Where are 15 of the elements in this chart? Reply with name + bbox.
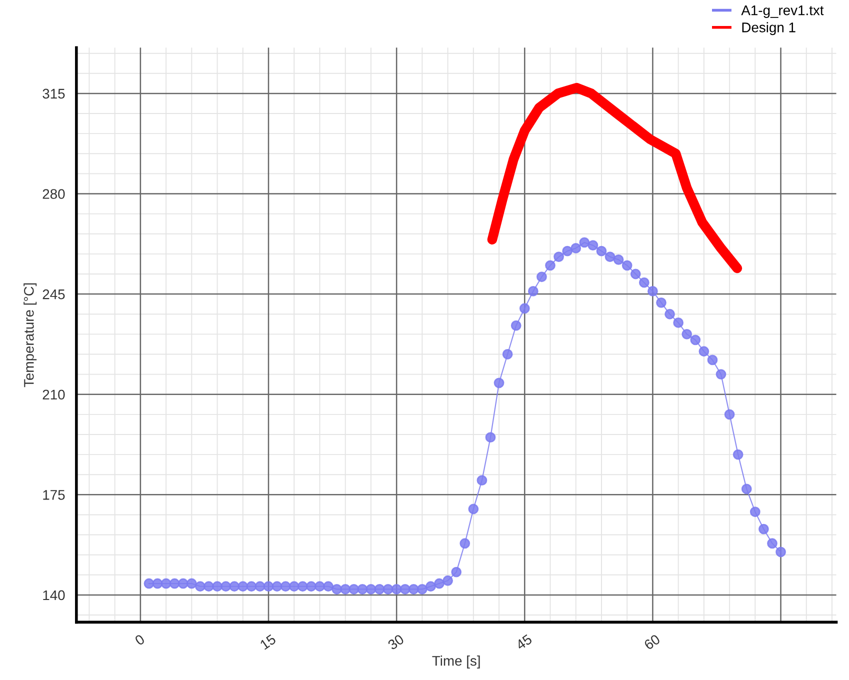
x-tick-label: 60 [643, 634, 661, 650]
y-axis-title: Temperature [°C] [24, 283, 37, 388]
x-tick-label: 15 [260, 634, 276, 650]
y-tick-label: 175 [43, 490, 65, 500]
y-tick-label: 315 [42, 88, 65, 99]
legend-label: Design 1 [742, 22, 796, 36]
legend-label: A1-g_rev1.txt [741, 6, 824, 18]
y-tick-label: 245 [42, 289, 65, 300]
x-axis-title: Time [s] [432, 656, 480, 668]
y-tick-label: 280 [42, 189, 65, 199]
y-tick-label: 210 [42, 390, 65, 400]
x-tick-label: 45 [515, 634, 533, 650]
y-tick-label: 140 [43, 590, 65, 600]
x-tick-label: 30 [387, 634, 405, 650]
x-tick-label: 0 [134, 634, 146, 646]
